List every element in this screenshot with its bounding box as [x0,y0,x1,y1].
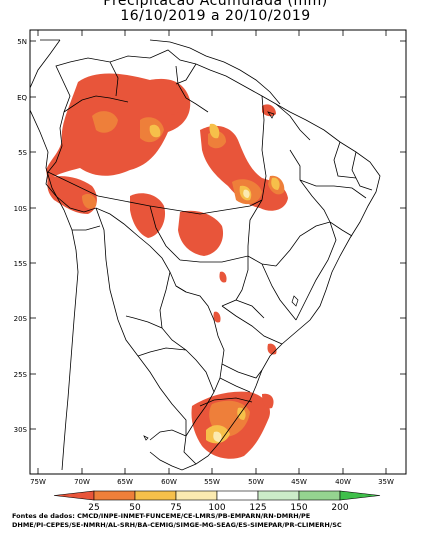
neighbour-borders [63,61,215,436]
state-lines [47,63,373,407]
rain-area-santa-catarina [262,393,274,409]
rain-peak-para [209,123,220,139]
lon-label: 40W [335,478,351,486]
lon-label: 70W [74,478,90,486]
rio-de-la-plata [149,429,197,471]
small-features [143,111,299,441]
legend-value: 200 [331,503,348,513]
data-sources-line-2: DHME/PI-CEPES/SE-NMRH/AL-SRH/BA-CEMIG/SI… [12,521,342,529]
legend-value: 150 [290,503,307,513]
longitude-labels: 75W 70W 65W 60W 55W 50W 45W 40W 35W [30,478,394,486]
lat-label: 25S [14,371,28,379]
legend-value: 75 [170,503,181,513]
map-title: Precipitacao Acumulada (mm) [103,0,328,9]
precipitation-map: 5N EQ 5S 10S 15S 20S 25S 30S 75W 70W 65W… [14,29,407,486]
legend-arrow-low [53,490,95,501]
lon-label: 75W [30,478,46,486]
lon-label: 55W [204,478,220,486]
legend-color-box [175,490,218,501]
map-period: 16/10/2019 a 20/10/2019 [120,8,311,24]
legend-color-box [257,490,300,501]
legend-value-labels: 25 50 75 100 125 150 200 [88,503,349,513]
rain-peak-east [271,177,280,190]
lat-label: 5S [18,149,27,157]
island-feature [267,111,275,119]
rain-area-rondonia [130,193,166,238]
lat-label: 30S [14,426,28,434]
lat-label: 20S [14,315,28,323]
lat-label: EQ [17,94,27,102]
legend-value: 25 [88,503,99,513]
rain-core-west [92,111,118,133]
rain-area-goias [219,271,227,283]
legend-color-box [134,490,177,501]
lat-label: 10S [14,205,28,213]
lon-label: 60W [161,478,177,486]
rain-area-north [150,79,184,115]
lon-label: 50W [248,478,264,486]
lat-label: 15S [14,260,28,268]
rain-peak-manaus [149,124,161,138]
legend-arrow-high [339,490,381,501]
legend-color-box [216,490,259,501]
map-frame [29,29,407,475]
lon-label: 65W [117,478,133,486]
legend-value: 100 [208,503,225,513]
legend-value: 50 [129,503,141,513]
north-coast [40,39,281,105]
latitude-labels: 5N EQ 5S 10S 15S 20S 25S 30S [14,38,28,434]
rain-max-tocantins [243,189,250,198]
data-sources-line-1: Fontes de dados: CMCD/INPE-INMET-FUNCEME… [12,512,311,520]
rain-peak-south-2 [237,407,246,420]
boundaries [29,39,381,471]
legend-value: 125 [249,503,266,513]
rain-area-mato-grosso [178,210,224,256]
rain-area-mato-grosso-sul [213,311,221,323]
legend-color-box [298,490,341,501]
rain-core-acre [82,193,97,209]
lon-label: 35W [378,478,394,486]
rain-max-south [213,431,222,442]
rain-area-para [200,125,288,211]
lon-label: 45W [291,478,307,486]
lagoon-feature [143,435,149,441]
legend-color-bar [53,490,381,501]
lat-label: 5N [17,38,27,46]
axis-ticks [30,30,406,474]
reservoir-feature [291,295,299,307]
rain-area-rio [267,343,277,355]
precipitation-legend: 25 50 75 100 125 150 200 [53,490,381,513]
legend-color-box [93,490,136,501]
